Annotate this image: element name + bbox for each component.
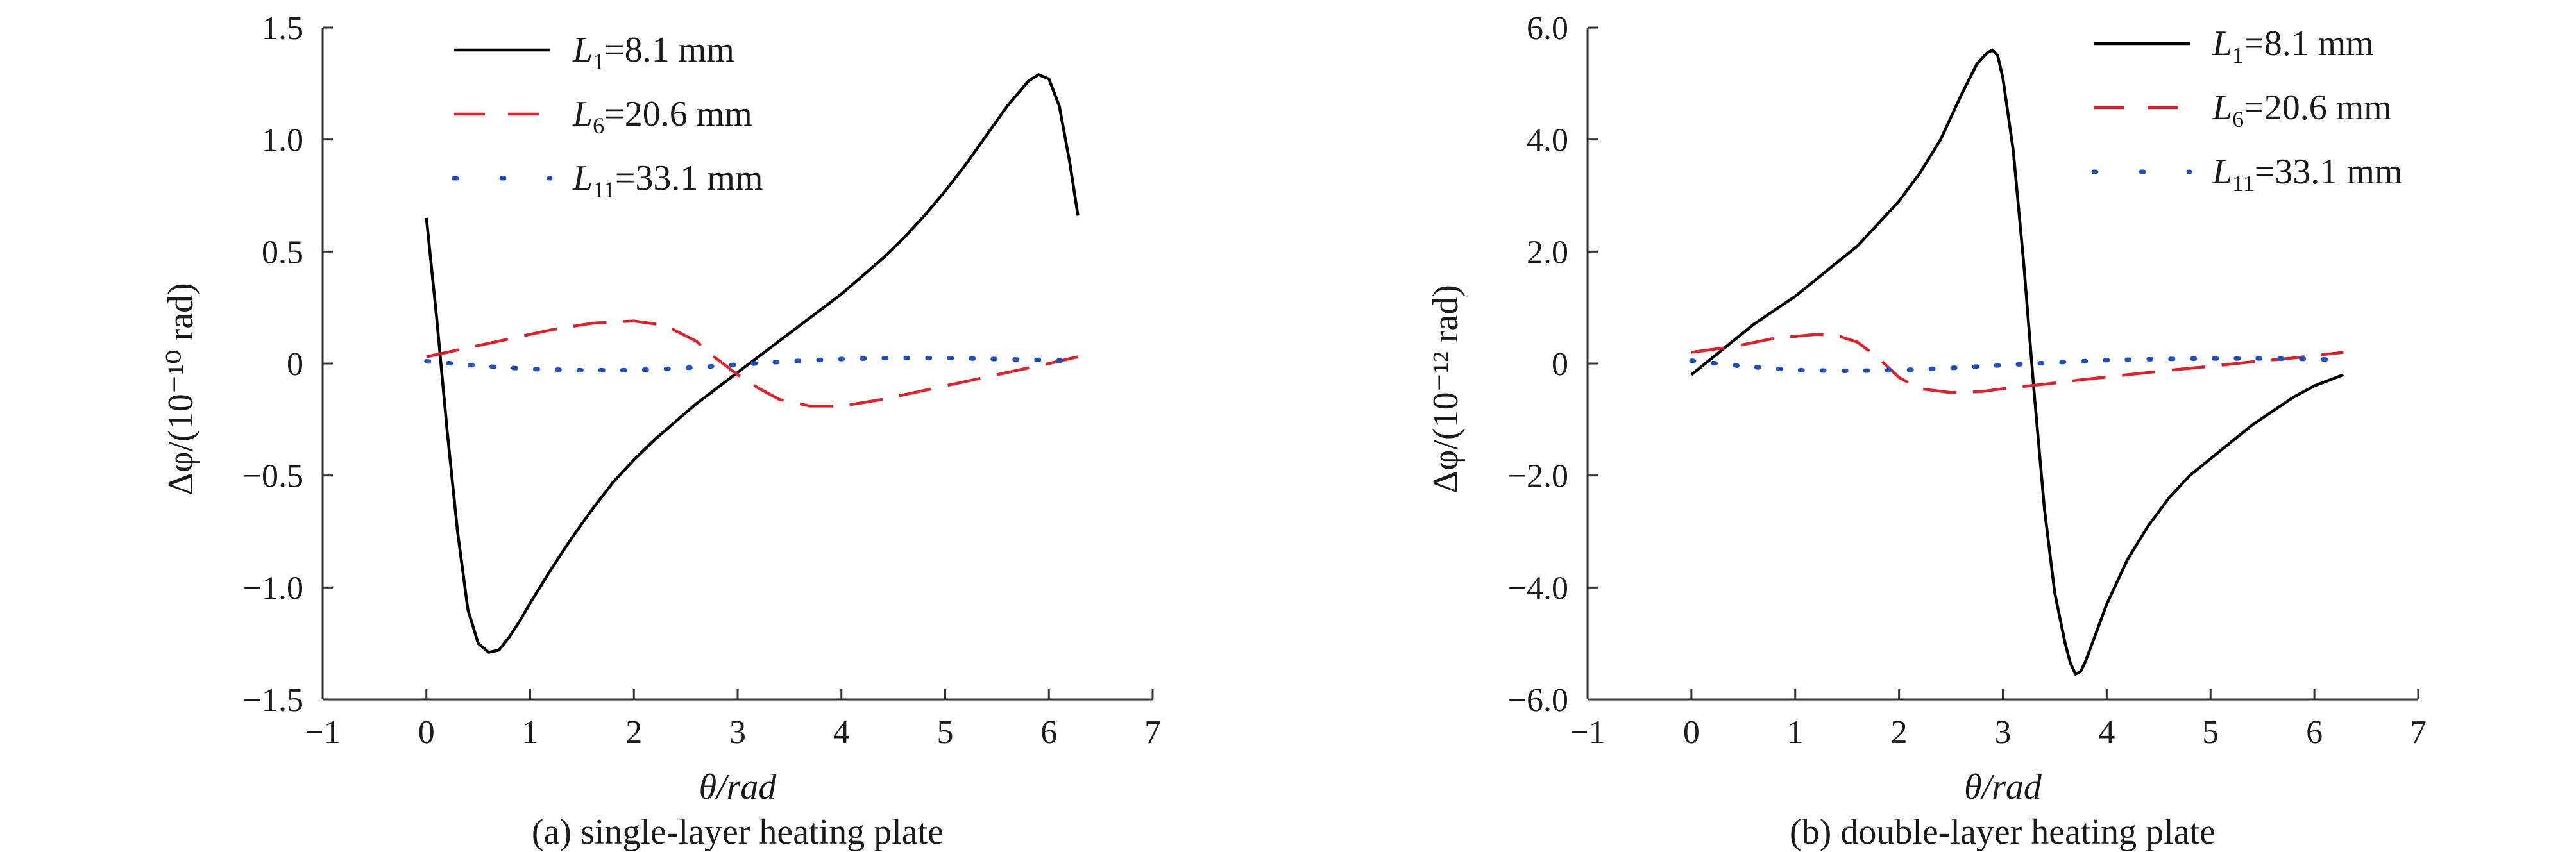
x-axis-title: θ/rad — [699, 767, 777, 807]
legend-label-sub: 6 — [593, 113, 604, 138]
series-line-1 — [1691, 333, 2344, 394]
legend-label-rest: =8.1 mm — [604, 30, 734, 70]
y-axis-title: Δφ/(10⁻¹² rad) — [1426, 285, 1466, 494]
legend-label-rest: =20.6 mm — [2244, 88, 2392, 128]
y-tick-label: 4.0 — [1527, 122, 1568, 159]
legend-label-1: L6=20.6 mm — [572, 94, 752, 138]
legend-label-main: L — [2212, 88, 2232, 128]
legend-label-sub: 1 — [2232, 42, 2244, 68]
x-tick-label: 7 — [2410, 714, 2427, 751]
x-axis-title: θ/rad — [1964, 767, 2042, 807]
series-line-0 — [425, 73, 1080, 654]
x-tick-label: −1 — [1570, 714, 1605, 751]
series-line-0 — [1690, 48, 2344, 676]
x-tick-label: 3 — [729, 714, 746, 751]
x-tick-label: 4 — [833, 714, 850, 751]
series-line-2 — [1689, 356, 2346, 373]
x-tick-label: 3 — [1995, 714, 2012, 751]
y-tick-label: −6.0 — [1508, 682, 1568, 719]
legend-label-sub: 6 — [2232, 106, 2244, 132]
panel-caption: (b) double-layer heating plate — [1790, 812, 2216, 852]
y-tick-label: −1.5 — [243, 682, 303, 719]
y-tick-label: −4.0 — [1508, 570, 1568, 606]
x-tick-label: 1 — [1787, 714, 1804, 751]
y-tick-label: −0.5 — [243, 458, 303, 495]
legend-label-main: L — [572, 94, 593, 134]
legend-label-rest: =20.6 mm — [604, 94, 752, 134]
legend-label-0: L1=8.1 mm — [572, 30, 734, 74]
y-tick-label: −1.0 — [243, 570, 303, 606]
legend-label-2: L11=33.1 mm — [2212, 152, 2403, 196]
legend-label-rest: =33.1 mm — [615, 158, 763, 198]
x-tick-label: 2 — [1891, 714, 1908, 751]
x-tick-label: 0 — [1683, 714, 1700, 751]
y-tick-label: 0.5 — [262, 234, 303, 271]
y-axis-title: Δφ/(10⁻¹⁰ rad) — [161, 283, 201, 496]
x-tick-label: 4 — [2098, 714, 2115, 751]
x-tick-label: 2 — [625, 714, 642, 751]
legend-label-main: L — [2212, 152, 2232, 192]
x-tick-label: 5 — [937, 714, 954, 751]
panel-caption: (a) single-layer heating plate — [532, 812, 944, 852]
series-line-1 — [426, 319, 1079, 408]
legend-label-0: L1=8.1 mm — [2212, 24, 2374, 68]
legend-label-sub: 11 — [2232, 171, 2255, 196]
x-tick-label: 7 — [1144, 714, 1161, 751]
chart-panel-1: 6.0 4.0 2.0 0 −2.0 −4.0 −6.0−1 0 1 2 3 4 5 6 7 θ/rad Δφ/… — [1426, 10, 2427, 852]
legend-label-sub: 11 — [593, 177, 615, 203]
y-tick-label: 1.5 — [262, 10, 303, 47]
chart-panel-0: 1.5 1.0 0.5 0 −0.5 −1.0 −1.5−1 0 1 2 3 4 5 6 7 θ/rad Δφ/… — [161, 10, 1161, 852]
series-line-2 — [424, 355, 1080, 372]
legend-label-2: L11=33.1 mm — [572, 158, 763, 203]
x-tick-label: −1 — [305, 714, 340, 751]
legend-label-rest: =33.1 mm — [2255, 152, 2403, 192]
x-tick-label: 0 — [418, 714, 435, 751]
x-tick-label: 6 — [1040, 714, 1057, 751]
y-tick-label: 0 — [287, 346, 303, 383]
y-tick-label: 0 — [1552, 346, 1568, 383]
y-tick-label: 2.0 — [1527, 234, 1568, 271]
x-tick-label: 6 — [2306, 714, 2323, 751]
legend-label-main: L — [572, 30, 593, 70]
legend-label-main: L — [2212, 24, 2232, 63]
legend-label-1: L6=20.6 mm — [2212, 88, 2392, 132]
x-tick-label: 5 — [2202, 714, 2219, 751]
y-tick-label: 6.0 — [1527, 10, 1568, 47]
legend-label-sub: 1 — [593, 49, 604, 74]
legend-label-rest: =8.1 mm — [2244, 24, 2374, 63]
x-tick-label: 1 — [522, 714, 539, 751]
y-tick-label: 1.0 — [262, 122, 303, 159]
y-tick-label: −2.0 — [1508, 458, 1568, 495]
legend-label-main: L — [572, 158, 593, 198]
